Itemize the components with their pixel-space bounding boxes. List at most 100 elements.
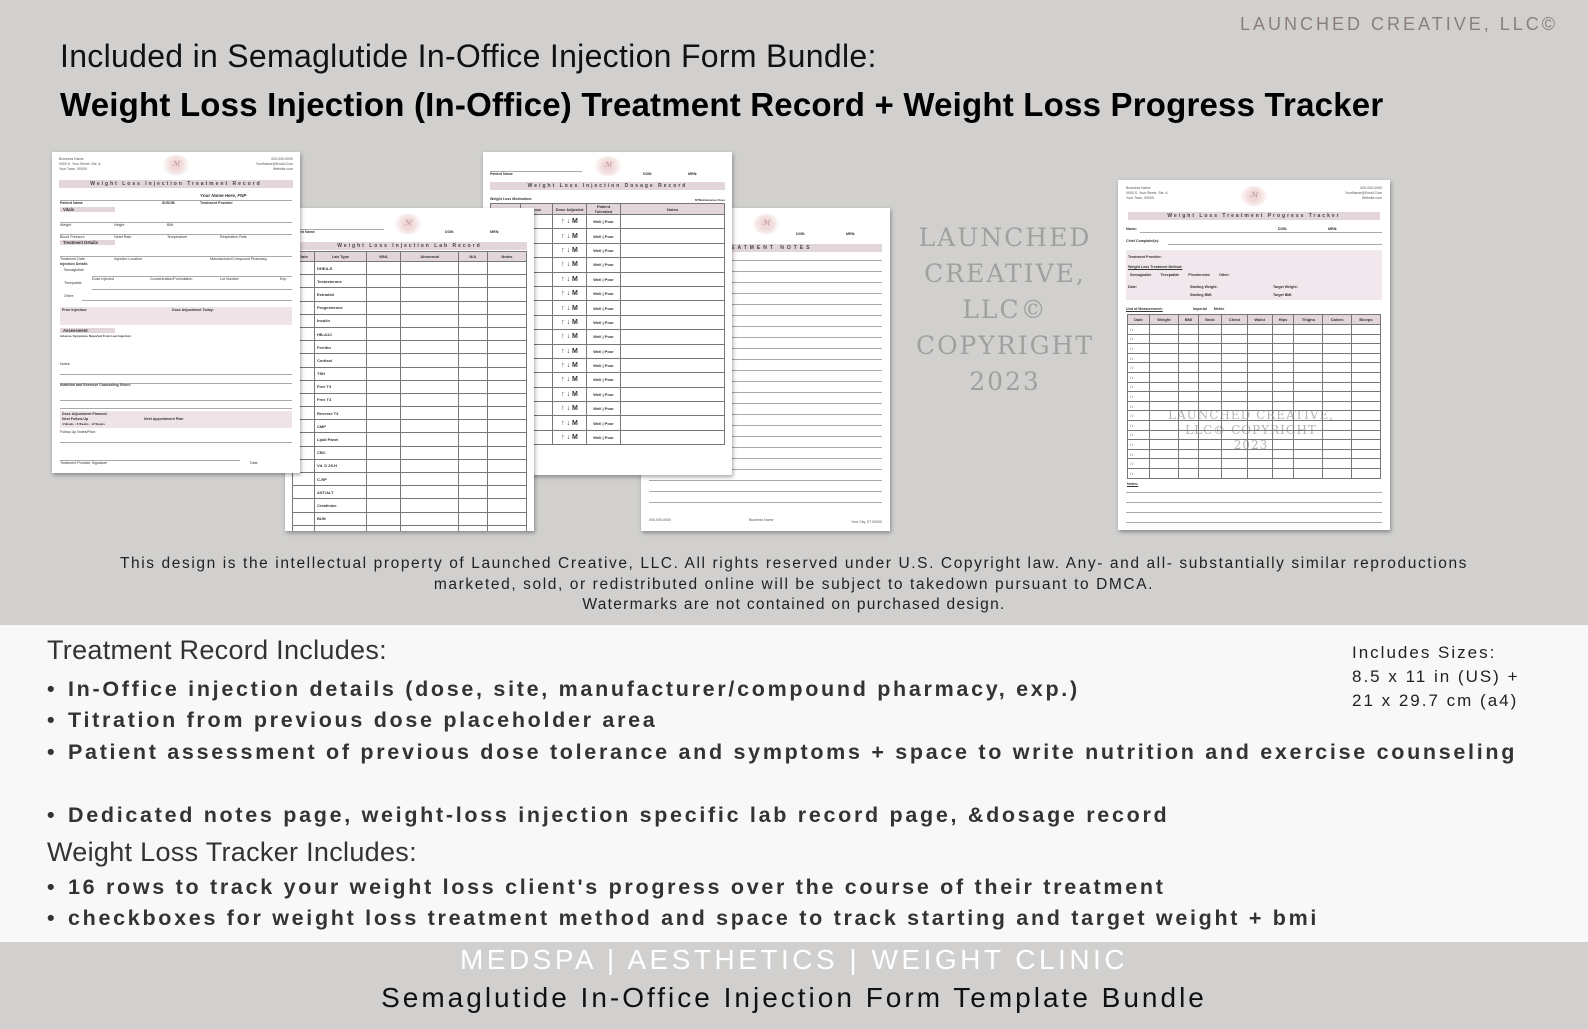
tracker-cell	[1148, 362, 1180, 373]
bmi-label: BMI	[167, 223, 174, 227]
method-phentermine[interactable]: Phentermine	[1188, 273, 1211, 277]
lab-cell	[365, 485, 402, 500]
tracker-row: / /	[1127, 410, 1382, 421]
tracker-cell	[1221, 458, 1248, 469]
intro-heading: Included in Semaglutide In-Office Inject…	[60, 38, 877, 74]
dosage-row: ↑ ↓ M Well | Poor	[490, 386, 725, 403]
footer-band: MEDSPA | AESTHETICS | WEIGHT CLINIC Sema…	[0, 942, 1588, 1029]
tracker-cell	[1350, 448, 1382, 460]
logo-icon: ℳ	[753, 214, 779, 234]
follow-up-options: 4 Weeks · 8 Weeks · 12 Weeks	[62, 422, 105, 426]
lab-cell	[292, 485, 315, 500]
lab-row: DHEA-S	[292, 260, 528, 276]
lab-cell	[365, 432, 402, 447]
tracker-cell	[1197, 343, 1223, 354]
lab-cell	[400, 274, 459, 289]
method-tirzepatide[interactable]: Tirzepatide	[1160, 273, 1180, 277]
lab-title: Weight Loss Injection Lab Record	[292, 242, 527, 250]
lab-cell	[486, 287, 528, 302]
lab-cell	[486, 498, 528, 513]
dosage-cell	[620, 271, 725, 287]
legal-line-1: This design is the intellectual property…	[119, 555, 1469, 572]
dosage-cell	[620, 429, 725, 446]
follow-up-4-weeks[interactable]: 4 Weeks	[62, 422, 74, 426]
tracker-cell	[1322, 343, 1352, 354]
tracker-cell: / /	[1127, 381, 1150, 393]
lab-cell: Estradiol	[314, 287, 367, 302]
note-line	[649, 436, 882, 437]
tracker-cell	[1221, 381, 1248, 393]
dosage-cell: Well | Poor	[586, 228, 621, 244]
treatment-date-label: Treatment Date	[60, 257, 85, 261]
lab-cell	[365, 419, 402, 434]
dosage-cell: Well | Poor	[586, 285, 621, 302]
lab-cell	[365, 379, 402, 394]
lab-cell	[457, 458, 488, 474]
follow-up-12-weeks[interactable]: 12 Weeks	[91, 422, 105, 426]
tracker-cell	[1148, 391, 1180, 402]
lab-cell	[292, 511, 315, 526]
tracker-cell	[1350, 429, 1382, 441]
tracker-cell	[1271, 458, 1295, 469]
note-line	[649, 304, 882, 305]
note-line	[649, 260, 882, 261]
tracker-title: Weight Loss Treatment Progress Tracker	[1128, 212, 1380, 220]
unit-metric[interactable]: Metric	[1213, 307, 1225, 311]
tracker-cell	[1350, 343, 1382, 354]
lab-cell	[486, 432, 528, 447]
tracker-cell	[1221, 362, 1248, 373]
tracker-cell: / /	[1127, 352, 1150, 364]
tracker-cell	[1293, 324, 1324, 335]
tracker-row: / /	[1127, 352, 1382, 364]
lab-cell	[365, 340, 402, 355]
lab-row: CBC	[292, 445, 528, 460]
lab-cell: Vit. D 25-H	[314, 458, 367, 474]
note-line	[649, 315, 882, 316]
injection-location-label: Injection Location	[114, 257, 142, 261]
dosage-cell: ↑ ↓ M	[552, 228, 587, 244]
tracker-row: / /	[1127, 362, 1382, 373]
other-checkbox: Other:	[64, 294, 74, 298]
dosage-cell: Well | Poor	[586, 300, 621, 316]
treatment-details-section: Treatment Details	[60, 240, 115, 245]
mrn-label: MRN:	[1328, 227, 1338, 231]
lab-cell: C-RP	[314, 471, 367, 487]
tracker-cell	[1322, 458, 1352, 469]
tracker-cell	[1322, 381, 1352, 393]
business-address: Business Name 0000 S. Your Street, Ste. A…	[1126, 186, 1168, 201]
note-line	[649, 480, 882, 481]
lab-cell	[365, 313, 402, 328]
lab-cell	[457, 326, 488, 342]
lab-cell	[400, 432, 459, 447]
business-name: Business Name	[59, 157, 84, 161]
lab-cell	[400, 392, 459, 408]
lab-cell	[400, 260, 459, 276]
unit-label: Unit of Measurement:	[1126, 307, 1163, 311]
method-other[interactable]: Other:	[1219, 273, 1230, 277]
method-semaglutide[interactable]: Semaglutide	[1130, 273, 1152, 277]
tracker-cell	[1293, 333, 1324, 345]
logo-icon: ℳ	[163, 155, 189, 175]
follow-up-8-weeks[interactable]: 8 Weeks	[76, 422, 89, 426]
lab-cell	[486, 340, 528, 355]
weight-label: Weight	[60, 223, 72, 227]
legal-notice: This design is the intellectual property…	[0, 554, 1588, 616]
lab-row: Free T3	[292, 379, 528, 394]
business-website: Website.com	[1361, 196, 1382, 200]
unit-imperial[interactable]: Imperial	[1193, 307, 1207, 311]
tracker-cell	[1322, 467, 1352, 479]
tracker-cell	[1271, 362, 1295, 373]
logo-icon: ℳ	[1241, 186, 1267, 206]
tracker-item: • 16 rows to track your weight loss clien…	[47, 875, 1166, 899]
tracker-row: / /	[1127, 371, 1382, 383]
dosage-cell	[620, 257, 725, 273]
dosage-cell: ↑ ↓ M	[552, 329, 587, 345]
tracker-cell	[1350, 381, 1382, 393]
tracker-cell	[1246, 458, 1273, 469]
tracker-cell	[1197, 333, 1223, 345]
patient-name-label: Patient Name	[292, 230, 315, 234]
treatment-item: • In-Office injection details (dose, site…	[47, 677, 1080, 701]
tracker-cell	[1293, 467, 1324, 479]
tracker-cell	[1197, 371, 1223, 383]
treatment-item: • Titration from previous dose placeholde…	[47, 708, 658, 732]
